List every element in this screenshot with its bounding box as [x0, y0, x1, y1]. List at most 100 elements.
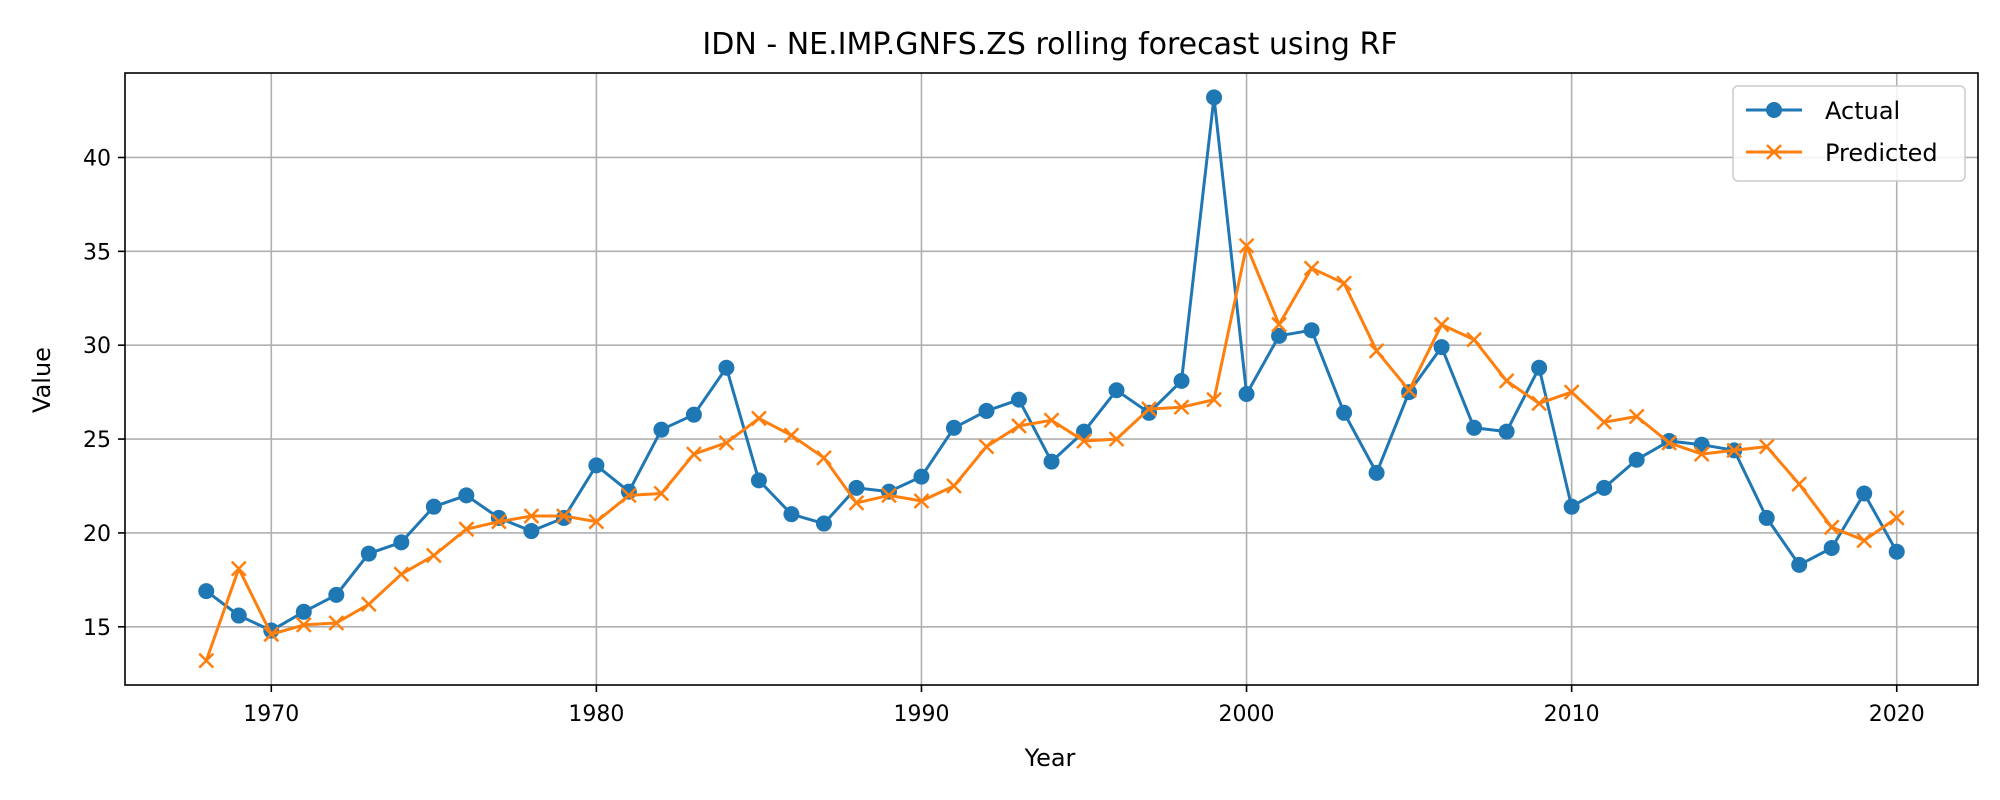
predicted-point — [328, 615, 345, 631]
actual-point — [1466, 419, 1483, 436]
predicted-point — [1661, 434, 1678, 451]
predicted-point — [295, 617, 312, 633]
predicted-point — [621, 487, 637, 504]
actual-point — [1206, 89, 1223, 106]
x-axis-label: Year — [1024, 744, 1076, 772]
actual-point — [458, 487, 475, 504]
predicted-point — [393, 566, 410, 583]
predicted-point — [1563, 384, 1580, 401]
actual-point — [1531, 359, 1548, 376]
predicted-point — [360, 596, 377, 613]
legend-predicted-marker — [1766, 144, 1782, 160]
y-tick-label: 15 — [83, 616, 111, 641]
actual-point — [783, 506, 800, 523]
actual-point — [1823, 539, 1840, 556]
actual-point — [1336, 404, 1353, 421]
actual-point — [750, 472, 767, 489]
x-tick-label: 1980 — [568, 702, 624, 727]
series-layer — [198, 89, 1905, 669]
y-tick-label: 40 — [83, 146, 111, 171]
predicted-point — [751, 410, 767, 427]
predicted-point — [198, 652, 215, 669]
predicted-point — [1141, 401, 1157, 417]
actual-point — [1173, 372, 1190, 389]
y-axis-label: Value — [28, 347, 56, 413]
predicted-point — [490, 513, 507, 530]
predicted-point — [1303, 260, 1320, 277]
predicted-point — [1596, 414, 1613, 431]
predicted-point — [458, 521, 475, 538]
actual-point — [1596, 479, 1613, 496]
predicted-point — [425, 547, 442, 564]
predicted-point — [1368, 342, 1385, 359]
predicted-point — [718, 434, 735, 451]
actual-point — [1628, 451, 1645, 468]
x-tick-label: 2000 — [1219, 702, 1275, 727]
predicted-point — [816, 449, 832, 466]
actual-point — [1791, 556, 1808, 573]
actual-point — [328, 586, 345, 603]
predicted-point — [1726, 442, 1743, 459]
actual-point — [425, 498, 442, 515]
actual-point — [685, 406, 702, 423]
predicted-point — [1758, 438, 1775, 455]
actual-point — [1043, 453, 1060, 470]
legend-predicted-label: Predicted — [1825, 139, 1938, 167]
predicted-point — [1011, 418, 1027, 434]
predicted-point — [555, 508, 572, 524]
actual-point — [1856, 485, 1873, 502]
predicted-point — [1791, 476, 1808, 493]
actual-point — [393, 534, 410, 551]
actual-point — [1433, 339, 1450, 356]
actual-point — [848, 479, 865, 496]
actual-point — [978, 402, 995, 419]
predicted-point — [1693, 446, 1710, 462]
actual-point — [1563, 498, 1580, 515]
actual-point — [945, 419, 962, 436]
predicted-point — [1628, 408, 1645, 425]
predicted-point — [1271, 316, 1287, 333]
actual-point — [360, 545, 377, 562]
predicted-point — [1531, 395, 1548, 412]
actual-point — [230, 607, 247, 624]
predicted-point — [263, 626, 280, 643]
actual-point — [1368, 464, 1385, 481]
actual-point — [913, 468, 930, 485]
y-tick-label: 30 — [83, 334, 111, 359]
x-tick-label: 1970 — [243, 702, 299, 727]
actual-point — [555, 509, 572, 526]
actual-point — [1271, 327, 1288, 344]
predicted-point — [1173, 399, 1190, 416]
predicted-point — [1043, 412, 1060, 429]
plot-frame — [124, 72, 1979, 686]
x-tick-label: 2010 — [1544, 702, 1600, 727]
legend: Actual Predicted — [1732, 85, 1966, 182]
predicted-point — [1823, 519, 1840, 536]
predicted-point — [230, 560, 247, 577]
actual-point — [523, 523, 540, 540]
predicted-point — [1498, 372, 1515, 389]
actual-point — [815, 515, 832, 532]
actual-point — [1108, 382, 1125, 399]
predicted-point — [1206, 391, 1222, 408]
predicted-point — [1466, 331, 1482, 348]
predicted-point — [1433, 316, 1450, 333]
y-tick-label: 35 — [83, 240, 111, 265]
actual-point — [1693, 436, 1710, 453]
predicted-point — [913, 493, 930, 509]
predicted-point — [1108, 431, 1125, 447]
predicted-point — [653, 485, 670, 502]
predicted-point — [1238, 237, 1255, 254]
x-tick-label: 2020 — [1869, 702, 1925, 727]
predicted-point — [1856, 532, 1873, 549]
predicted-point — [1888, 510, 1905, 526]
actual-point — [718, 359, 735, 376]
legend-actual-marker — [1766, 102, 1782, 118]
actual-point — [198, 583, 215, 600]
predicted-point — [978, 438, 995, 455]
predicted-point — [881, 487, 897, 504]
predicted-point — [848, 495, 865, 511]
actual-point — [1238, 386, 1255, 403]
x-tick-label: 1990 — [893, 702, 949, 727]
